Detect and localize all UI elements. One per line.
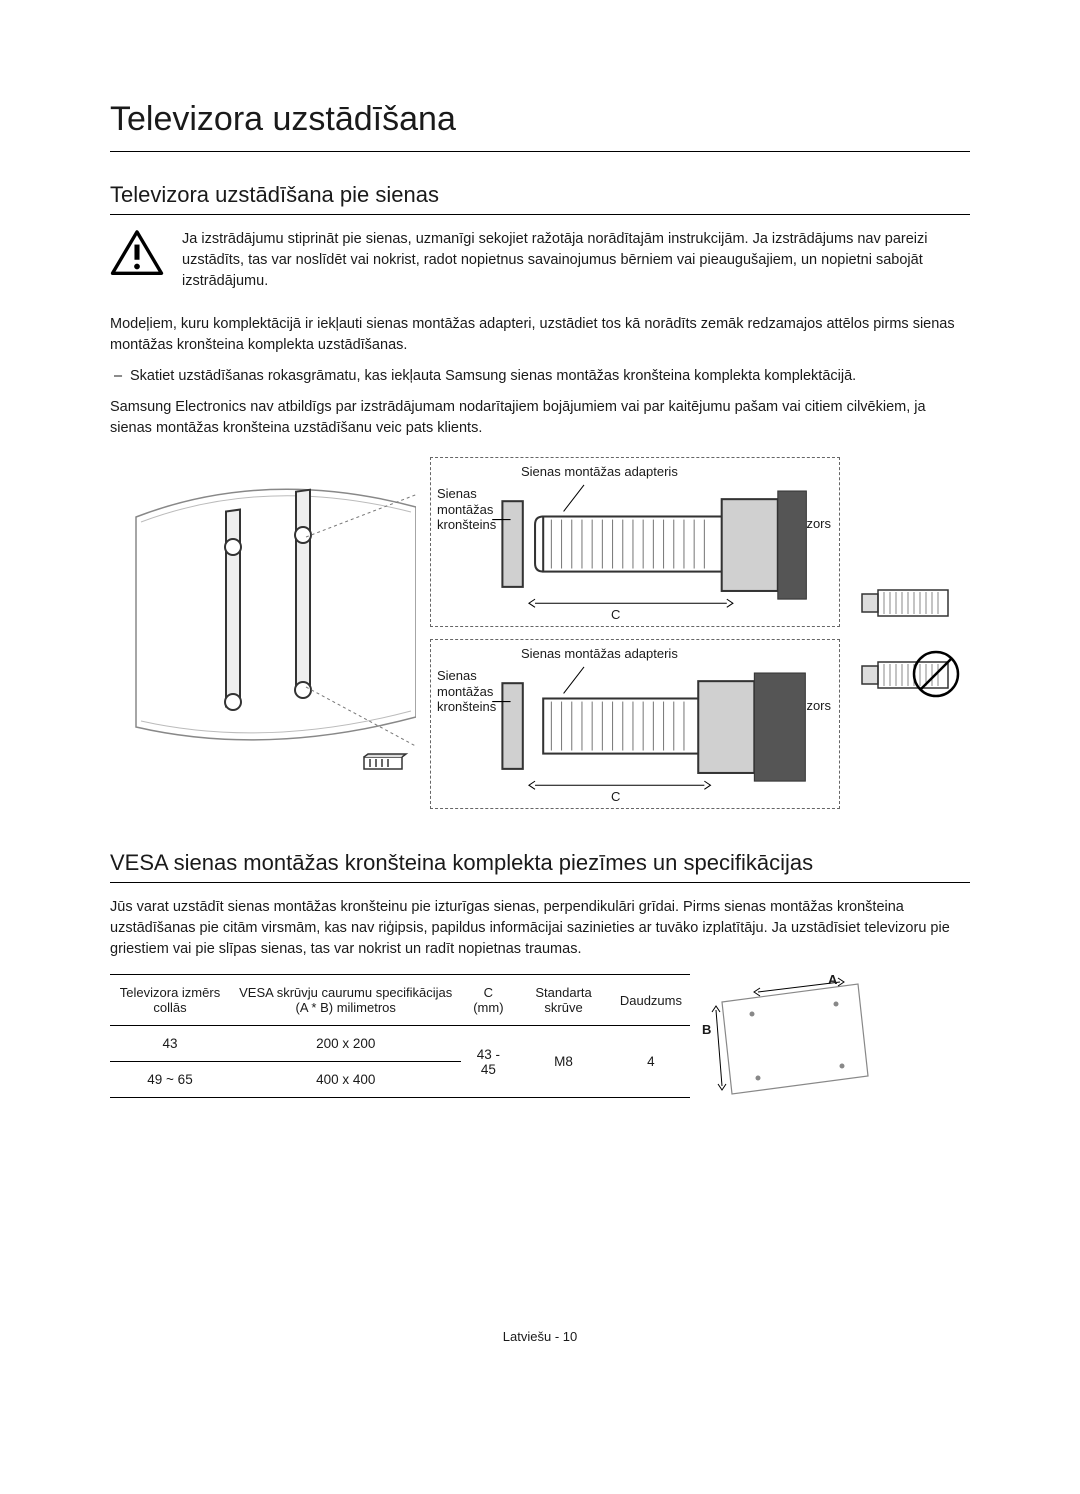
table-header-row: Televizora izmērs collās VESA skrūvju ca… bbox=[110, 975, 690, 1026]
table-cell: M8 bbox=[515, 1026, 612, 1098]
table-header: C (mm) bbox=[461, 975, 515, 1026]
table-cell: 43 - 45 bbox=[461, 1026, 515, 1098]
table-header: VESA skrūvju caurumu specifikācijas (A *… bbox=[230, 975, 461, 1026]
section-heading-1: Televizora uzstādīšana pie sienas bbox=[110, 182, 970, 215]
screw-illustrations bbox=[854, 457, 964, 822]
diagram-panel-2: Sienas montāžas adapteris Sienas montāža… bbox=[430, 639, 840, 809]
table-cell: 43 bbox=[110, 1026, 230, 1062]
table-row: 43 200 x 200 43 - 45 M8 4 bbox=[110, 1026, 690, 1062]
page-footer: Latviešu - 10 bbox=[110, 1329, 970, 1344]
section-heading-2: VESA sienas montāžas kronšteina komplekt… bbox=[110, 850, 970, 883]
paragraph: Jūs varat uzstādīt sienas montāžas kronš… bbox=[110, 897, 970, 960]
warning-icon bbox=[110, 229, 164, 282]
warning-block: Ja izstrādājumu stiprināt pie sienas, uz… bbox=[110, 229, 970, 302]
vesa-ab-illustration: A B bbox=[708, 974, 878, 1109]
table-header: Standarta skrūve bbox=[515, 975, 612, 1026]
tv-mount-illustration bbox=[116, 457, 416, 822]
diagram-panel-1: Sienas montāžas adapteris Sienas montāža… bbox=[430, 457, 840, 627]
vesa-table: Televizora izmērs collās VESA skrūvju ca… bbox=[110, 974, 690, 1098]
warning-text: Ja izstrādājumu stiprināt pie sienas, uz… bbox=[182, 229, 970, 292]
table-header: Televizora izmērs collās bbox=[110, 975, 230, 1026]
table-cell: 400 x 400 bbox=[230, 1062, 461, 1098]
table-cell: 4 bbox=[612, 1026, 690, 1098]
label-a: A bbox=[828, 972, 837, 988]
page-title: Televizora uzstādīšana bbox=[110, 100, 970, 152]
table-cell: 200 x 200 bbox=[230, 1026, 461, 1062]
paragraph: Samsung Electronics nav atbildīgs par iz… bbox=[110, 397, 970, 439]
label-b: B bbox=[702, 1022, 711, 1038]
bullet-item: Skatiet uzstādīšanas rokasgrāmatu, kas i… bbox=[110, 366, 970, 387]
installation-diagram: Sienas montāžas adapteris Sienas montāža… bbox=[110, 457, 970, 822]
paragraph: Modeļiem, kuru komplektācijā ir iekļauti… bbox=[110, 314, 970, 356]
table-header: Daudzums bbox=[612, 975, 690, 1026]
vesa-table-wrap: Televizora izmērs collās VESA skrūvju ca… bbox=[110, 974, 970, 1109]
table-cell: 49 ~ 65 bbox=[110, 1062, 230, 1098]
